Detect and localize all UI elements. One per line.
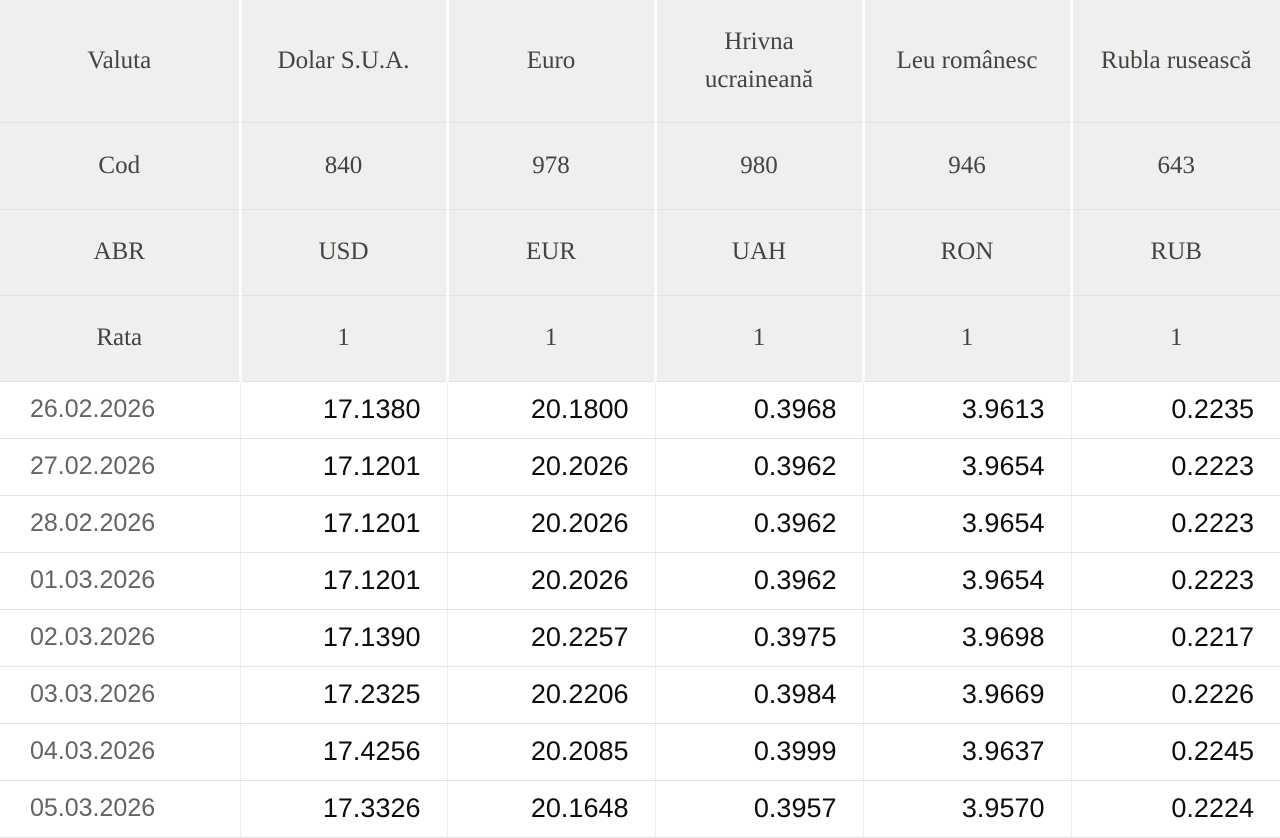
base-rate-cell: 1 (447, 295, 657, 382)
header-row-abr: ABR USD EUR UAH RON RUB (0, 209, 1280, 296)
date-cell: 27.02.2026 (0, 438, 241, 496)
rate-row: 01.03.2026 17.1201 20.2026 0.3962 3.9654 0.22… (0, 552, 1280, 610)
rate-value-cell: 20.1648 (447, 780, 656, 838)
date-cell: 04.03.2026 (0, 723, 241, 781)
rate-value-cell: 3.9654 (863, 438, 1072, 496)
rate-value-cell: 17.1201 (240, 495, 448, 553)
rate-row: 26.02.2026 17.1380 20.1800 0.3968 3.9613 0.22… (0, 381, 1280, 439)
currency-code-cell: 980 (655, 122, 865, 210)
rate-value-cell: 17.1380 (240, 381, 448, 439)
currency-code-cell: 978 (447, 122, 657, 210)
currency-name-cell: Rubla rusească (1071, 0, 1280, 123)
rate-row: 02.03.2026 17.1390 20.2257 0.3975 3.9698 0.22… (0, 609, 1280, 667)
rate-value-cell: 20.2257 (447, 609, 656, 667)
date-cell: 05.03.2026 (0, 780, 241, 838)
rate-row: 28.02.2026 17.1201 20.2026 0.3962 3.9654 0.22… (0, 495, 1280, 553)
rate-value-cell: 0.3962 (655, 552, 864, 610)
header-row-label: Cod (0, 122, 242, 210)
currency-abbr-cell: USD (240, 209, 449, 296)
rate-value-cell: 0.2226 (1071, 666, 1280, 724)
rate-value-cell: 17.3326 (240, 780, 448, 838)
rate-value-cell: 0.2245 (1071, 723, 1280, 781)
date-cell: 03.03.2026 (0, 666, 241, 724)
rate-value-cell: 20.2026 (447, 495, 656, 553)
base-rate-cell: 1 (655, 295, 865, 382)
rate-value-cell: 17.1201 (240, 438, 448, 496)
date-cell: 28.02.2026 (0, 495, 241, 553)
rate-row: 27.02.2026 17.1201 20.2026 0.3962 3.9654 0.22… (0, 438, 1280, 496)
currency-code-cell: 643 (1071, 122, 1280, 210)
currency-name-cell: Leu românesc (863, 0, 1073, 123)
rate-value-cell: 0.3957 (655, 780, 864, 838)
rate-row: 04.03.2026 17.4256 20.2085 0.3999 3.9637 0.22… (0, 723, 1280, 781)
header-row-label: Valuta (0, 0, 242, 123)
rate-value-cell: 20.2026 (447, 438, 656, 496)
date-cell: 26.02.2026 (0, 381, 241, 439)
rate-value-cell: 0.3999 (655, 723, 864, 781)
rate-value-cell: 0.2217 (1071, 609, 1280, 667)
base-rate-cell: 1 (863, 295, 1073, 382)
header-row-label: Rata (0, 295, 242, 382)
rate-value-cell: 3.9637 (863, 723, 1072, 781)
rate-row: 05.03.2026 17.3326 20.1648 0.3957 3.9570 0.22… (0, 780, 1280, 838)
header-row-valuta: Valuta Dolar S.U.A. Euro Hrivna ucraineană L… (0, 0, 1280, 123)
rate-value-cell: 0.3968 (655, 381, 864, 439)
rate-value-cell: 0.2223 (1071, 438, 1280, 496)
rate-value-cell: 17.4256 (240, 723, 448, 781)
header-row-label: ABR (0, 209, 242, 296)
currency-abbr-cell: EUR (447, 209, 657, 296)
rate-value-cell: 0.2223 (1071, 495, 1280, 553)
rate-value-cell: 0.2235 (1071, 381, 1280, 439)
rate-value-cell: 0.2224 (1071, 780, 1280, 838)
rate-value-cell: 3.9613 (863, 381, 1072, 439)
date-cell: 02.03.2026 (0, 609, 241, 667)
currency-name-cell: Dolar S.U.A. (240, 0, 449, 123)
rate-value-cell: 3.9669 (863, 666, 1072, 724)
currency-code-cell: 840 (240, 122, 449, 210)
base-rate-cell: 1 (1071, 295, 1280, 382)
rate-value-cell: 20.2026 (447, 552, 656, 610)
rate-value-cell: 0.3962 (655, 438, 864, 496)
base-rate-cell: 1 (240, 295, 449, 382)
rate-value-cell: 3.9698 (863, 609, 1072, 667)
header-row-cod: Cod 840 978 980 946 643 (0, 122, 1280, 210)
rate-value-cell: 17.1390 (240, 609, 448, 667)
rate-value-cell: 17.2325 (240, 666, 448, 724)
rate-value-cell: 3.9570 (863, 780, 1072, 838)
rate-value-cell: 3.9654 (863, 552, 1072, 610)
rate-value-cell: 0.2223 (1071, 552, 1280, 610)
rate-value-cell: 3.9654 (863, 495, 1072, 553)
rate-value-cell: 0.3962 (655, 495, 864, 553)
rate-value-cell: 20.2206 (447, 666, 656, 724)
rate-value-cell: 0.3975 (655, 609, 864, 667)
rate-row: 03.03.2026 17.2325 20.2206 0.3984 3.9669 0.22… (0, 666, 1280, 724)
currency-code-cell: 946 (863, 122, 1073, 210)
currency-abbr-cell: UAH (655, 209, 865, 296)
rate-value-cell: 0.3984 (655, 666, 864, 724)
currency-abbr-cell: RON (863, 209, 1073, 296)
currency-name-cell: Euro (447, 0, 657, 123)
rate-value-cell: 20.1800 (447, 381, 656, 439)
currency-abbr-cell: RUB (1071, 209, 1280, 296)
currency-name-cell: Hrivna ucraineană (655, 0, 865, 123)
date-cell: 01.03.2026 (0, 552, 241, 610)
rate-value-cell: 17.1201 (240, 552, 448, 610)
header-row-rata: Rata 1 1 1 1 1 (0, 295, 1280, 382)
rate-value-cell: 20.2085 (447, 723, 656, 781)
